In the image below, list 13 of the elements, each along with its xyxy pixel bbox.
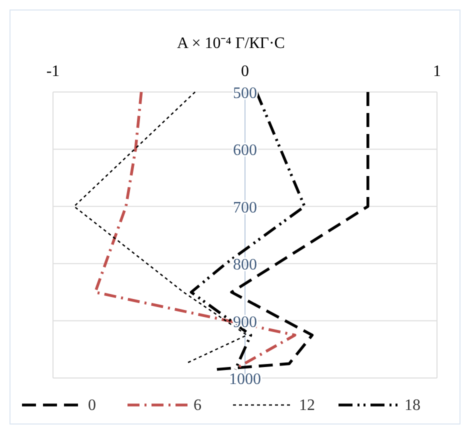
y-tick-label: 500: [233, 85, 257, 102]
legend-label: 12: [299, 397, 315, 414]
y-tick-label: 1000: [229, 371, 261, 388]
legend-label: 0: [88, 397, 96, 414]
x-tick-label: -1: [46, 63, 60, 80]
x-tick-label: 1: [433, 63, 441, 80]
legend-label: 6: [194, 397, 202, 414]
y-tick-label: 700: [233, 199, 257, 216]
x-tick-label: 0: [241, 63, 249, 80]
y-tick-label: 600: [233, 142, 257, 160]
chart-title: A × 10⁻⁴ Г/КГ·С: [177, 35, 285, 52]
legend-label: 18: [404, 397, 420, 414]
y-tick-label: 800: [233, 256, 257, 274]
